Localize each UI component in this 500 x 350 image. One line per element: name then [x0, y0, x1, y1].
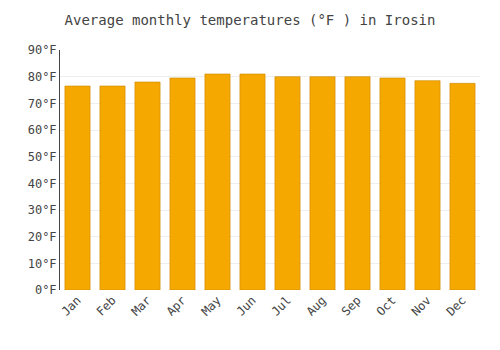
svg-text:Jan: Jan [59, 293, 84, 318]
svg-text:Sep: Sep [339, 293, 364, 318]
svg-text:50°F: 50°F [28, 150, 57, 164]
svg-text:70°F: 70°F [28, 97, 57, 111]
svg-text:Oct: Oct [374, 293, 399, 318]
svg-text:Jul: Jul [269, 293, 294, 318]
svg-text:10°F: 10°F [28, 257, 57, 271]
svg-text:90°F: 90°F [28, 43, 57, 57]
svg-text:0°F: 0°F [35, 283, 57, 297]
svg-text:Average monthly temperatures (: Average monthly temperatures (°F ) in Ir… [65, 12, 436, 28]
svg-text:40°F: 40°F [28, 177, 57, 191]
svg-text:30°F: 30°F [28, 203, 57, 217]
svg-text:Mar: Mar [129, 293, 154, 318]
svg-text:20°F: 20°F [28, 230, 57, 244]
svg-text:Apr: Apr [164, 293, 189, 318]
svg-text:Jun: Jun [234, 293, 259, 318]
svg-text:60°F: 60°F [28, 123, 57, 137]
svg-text:Aug: Aug [304, 293, 329, 318]
svg-text:80°F: 80°F [28, 70, 57, 84]
svg-text:May: May [199, 293, 224, 318]
svg-text:Feb: Feb [94, 293, 119, 318]
svg-text:Nov: Nov [409, 293, 434, 318]
svg-text:Dec: Dec [444, 293, 469, 318]
